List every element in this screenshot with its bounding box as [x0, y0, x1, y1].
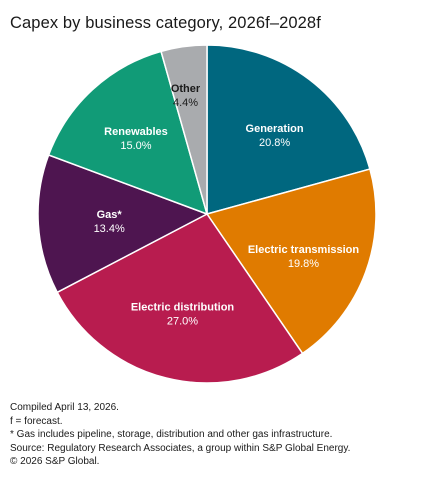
slice-value-gas: 13.4% [94, 223, 125, 235]
slice-label-renewables: Renewables [104, 126, 168, 138]
slice-value-generation: 20.8% [259, 137, 290, 149]
slice-value-electric-distribution: 27.0% [167, 315, 198, 327]
pie-slice-renewables [47, 50, 209, 216]
slice-label-electric-distribution: Electric distribution [131, 301, 235, 313]
footnotes: Compiled April 13, 2026. f = forecast. *… [10, 401, 350, 469]
pie-slice-gas [37, 154, 209, 294]
pie-slice-electric-distribution [56, 213, 304, 384]
pie-slice-generation [206, 44, 371, 215]
source-note: Source: Regulatory Research Associates, … [10, 442, 351, 454]
slice-label-other: Other [171, 83, 201, 95]
slice-label-generation: Generation [246, 123, 304, 135]
slice-value-electric-transmission: 19.8% [288, 258, 319, 270]
pie-chart: Generation 20.8% Electric transmission 19.8… [37, 44, 377, 384]
slice-value-renewables: 15.0% [120, 140, 151, 152]
pie-labels: Generation 20.8% Electric transmission 19.8… [94, 83, 360, 327]
chart-title: Capex by business category, 2026f–2028f [10, 14, 321, 32]
pie-slice-other [160, 44, 208, 215]
copyright-note: © 2026 S&P Global. [10, 456, 100, 467]
slice-label-electric-transmission: Electric transmission [248, 244, 360, 256]
pie-slices [37, 44, 377, 384]
gas-note: * Gas includes pipeline, storage, distri… [10, 429, 333, 440]
pie-slice-electric-transmission [205, 168, 377, 355]
forecast-note: f = forecast. [10, 415, 63, 427]
slice-value-other: 4.4% [173, 97, 198, 109]
compiled-note: Compiled April 13, 2026. [10, 402, 119, 413]
slice-label-gas: Gas* [97, 209, 123, 221]
